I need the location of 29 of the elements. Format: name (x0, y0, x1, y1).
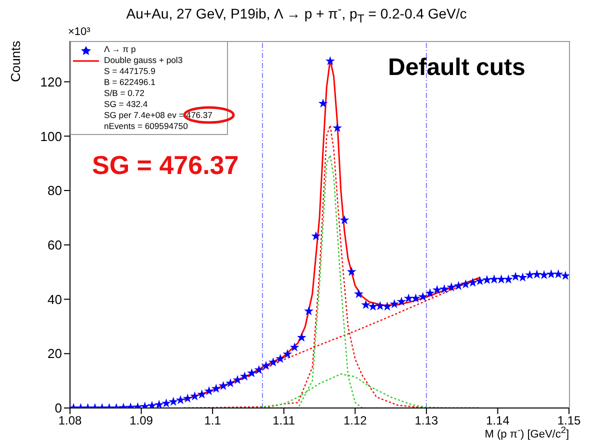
y-tick-label: 60 (48, 238, 62, 253)
legend-label: Double gauss + pol3 (104, 55, 183, 66)
x-tick-label: 1.13 (414, 414, 438, 428)
y-tick-label: 40 (48, 292, 62, 307)
annotation: SG = 476.37 (92, 150, 239, 181)
x-axis-title: M (p π$^{-}$) [GeV/c$^{2}$] (484, 425, 569, 441)
y-tick-label: 120 (40, 74, 62, 90)
y-tick-label: 80 (48, 183, 62, 198)
y-axis-title: Counts (8, 40, 23, 82)
x-tick-label: 1.1 (204, 414, 222, 428)
annotation: S/B = 0.72 (103, 88, 146, 99)
annotation: SG per 7.4e+08 ev = 476.37 (103, 110, 214, 121)
x-tick-label: 1.09 (130, 414, 154, 428)
annotation: nEvents = 609594750 (103, 121, 189, 132)
x-tick-label: 1.08 (58, 414, 82, 428)
annotation: Default cuts (388, 54, 526, 82)
chart-title: Au+Au, 27 GeV, P19ib, Λ → p + π$^{-}$, p$_{T}$ = 0.2-0.4 GeV/c (125, 3, 468, 26)
y-tick-label: 20 (48, 346, 62, 362)
y-tick-label: 0 (54, 400, 62, 416)
x-tick-label: 1.12 (343, 414, 368, 428)
annotation: B = 622496.1 (103, 77, 156, 88)
y-tick-label: 100 (40, 128, 62, 144)
x-tick-label: 1.14 (486, 414, 510, 428)
annotation: SG = 432.4 (103, 99, 149, 110)
legend-label: Λ → π p (104, 44, 136, 55)
annotation: S = 447175.9 (103, 66, 156, 77)
text: ×10³ (68, 26, 90, 38)
x-tick-label: 1.11 (272, 414, 296, 428)
x-tick-label: 1.15 (557, 414, 581, 428)
